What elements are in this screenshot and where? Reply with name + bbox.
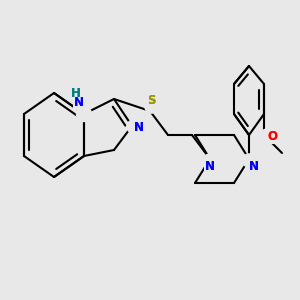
Text: N: N	[134, 121, 143, 134]
Circle shape	[242, 154, 256, 167]
Text: S: S	[147, 94, 156, 106]
Text: N: N	[249, 160, 259, 173]
Circle shape	[145, 100, 158, 113]
Text: N: N	[249, 160, 259, 173]
Text: N: N	[134, 121, 143, 134]
Text: H: H	[71, 86, 81, 100]
Text: N: N	[74, 97, 84, 110]
Circle shape	[203, 154, 217, 167]
Text: O: O	[267, 130, 277, 143]
Text: O: O	[267, 130, 277, 143]
Text: N: N	[74, 97, 84, 110]
Circle shape	[127, 120, 140, 133]
Text: S: S	[147, 94, 156, 106]
Text: N: N	[205, 160, 215, 173]
Text: N: N	[205, 160, 215, 173]
Circle shape	[260, 129, 274, 142]
Text: H: H	[71, 86, 81, 100]
Circle shape	[76, 106, 92, 122]
